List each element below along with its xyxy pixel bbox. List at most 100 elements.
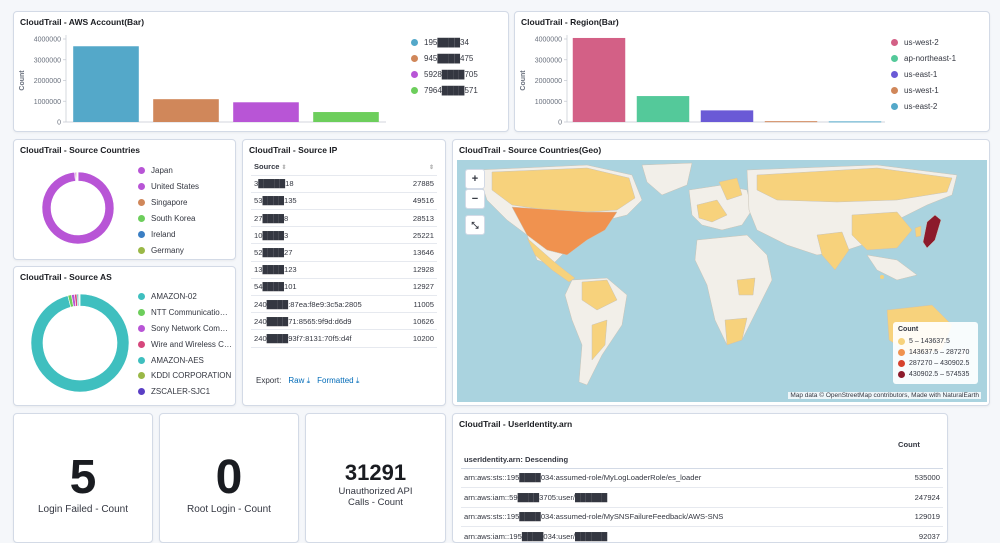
y-tick-label: 2000000 — [535, 78, 562, 85]
legend-item[interactable]: us-west-2 — [891, 34, 956, 50]
y-tick-label: 2000000 — [34, 78, 61, 85]
legend-item[interactable]: United States — [138, 178, 199, 194]
donut-slice[interactable] — [42, 172, 114, 244]
legend-item[interactable]: 195████34 — [411, 34, 478, 50]
legend-item[interactable]: KDDI CORPORATION — [138, 368, 232, 384]
sort-icon: ⇕ — [429, 165, 434, 171]
export-label: Export: — [256, 376, 281, 386]
legend-dot-icon — [138, 199, 145, 206]
map-legend-item: 287270 – 430902.5 — [898, 358, 973, 369]
bar[interactable] — [829, 121, 881, 122]
column-header-source[interactable]: Source ⇕ — [251, 158, 401, 175]
arn-cell[interactable]: arn:aws:sts::195████034:assumed-role/MyL… — [461, 468, 895, 488]
export-formatted-link[interactable]: Formatted ⤓ — [317, 376, 359, 386]
column-header-count[interactable]: Count — [895, 440, 943, 468]
legend-item[interactable]: South Korea — [138, 210, 199, 226]
zoom-in-button[interactable]: + — [465, 169, 485, 189]
bar[interactable] — [73, 46, 139, 122]
y-axis-label: Count — [19, 70, 26, 91]
source-ip-cell[interactable]: 240████93f7:8131:70f5:d4f — [251, 330, 401, 347]
legend-label: us-east-1 — [904, 70, 937, 79]
source-ip-cell[interactable]: 27████8 — [251, 210, 401, 227]
bar[interactable] — [765, 121, 817, 122]
legend-dot-icon — [411, 71, 418, 78]
source-ip-cell[interactable]: 54████101 — [251, 278, 401, 295]
column-header-arn[interactable]: userIdentity.arn: Descending — [461, 440, 895, 468]
source-ip-cell[interactable]: 240████71:8565:9f9d:d6d9 — [251, 313, 401, 330]
legend-label: South Korea — [151, 214, 195, 223]
fit-bounds-button[interactable]: ⤡ — [465, 215, 485, 235]
legend-item[interactable]: us-east-1 — [891, 66, 956, 82]
legend-item[interactable]: 7964████571 — [411, 82, 478, 98]
bar[interactable] — [233, 102, 299, 122]
source-ip-cell[interactable]: 240████:87ea:f8e9:3c5a:2805 — [251, 296, 401, 313]
bar[interactable] — [573, 38, 625, 122]
source-ip-cell[interactable]: 13████123 — [251, 261, 401, 278]
table-row: arn:aws:sts::195████034:assumed-role/MyS… — [461, 507, 943, 527]
bar[interactable] — [701, 110, 753, 122]
legend-label: 143637.5 – 287270 — [909, 349, 969, 356]
unauthorized-api-metric: 31291 Unauthorized API Calls - Count — [305, 413, 446, 543]
legend-item[interactable]: us-west-1 — [891, 82, 956, 98]
source-ip-cell[interactable]: 53████135 — [251, 192, 401, 209]
donut-slice[interactable] — [79, 294, 80, 306]
arn-cell[interactable]: arn:aws:iam::59████3705:user/██████ — [461, 488, 895, 508]
y-tick-label: 1000000 — [34, 99, 61, 106]
legend-label: 195████34 — [424, 38, 469, 47]
legend-label: AMAZON-AES — [151, 356, 204, 365]
download-icon: ⤓ — [356, 376, 360, 385]
legend-item[interactable]: us-east-2 — [891, 98, 956, 114]
legend-dot-icon — [411, 55, 418, 62]
column-header-count[interactable]: ⇕ — [401, 158, 437, 175]
legend-item[interactable]: Singapore — [138, 194, 199, 210]
legend-item[interactable]: AMAZON-02 — [138, 289, 232, 305]
legend-dot-icon — [891, 39, 898, 46]
map-legend-title: Count — [898, 326, 973, 333]
bar[interactable] — [637, 96, 689, 122]
legend-dot-icon — [138, 215, 145, 222]
legend-item[interactable]: AMAZON-AES — [138, 352, 232, 368]
legend-label: Ireland — [151, 230, 175, 239]
bar[interactable] — [153, 99, 219, 122]
count-cell: 49516 — [401, 192, 437, 209]
legend-item[interactable]: NTT Communicatio… — [138, 305, 232, 321]
legend-item[interactable]: Japan — [138, 162, 199, 178]
table-header-row: Source ⇕ ⇕ — [251, 158, 437, 175]
login-failed-metric: 5 Login Failed - Count — [13, 413, 153, 543]
legend-item[interactable]: ap-northeast-1 — [891, 50, 956, 66]
legend-item[interactable]: Wire and Wireless C… — [138, 336, 232, 352]
source-ip-cell[interactable]: 3█████18 — [251, 175, 401, 192]
export-raw-link[interactable]: Raw ⤓ — [288, 376, 310, 386]
legend-label: us-west-2 — [904, 38, 939, 47]
y-tick-label: 1000000 — [535, 99, 562, 106]
arn-cell[interactable]: arn:aws:iam::195████034:user/██████ — [461, 527, 895, 543]
legend-item[interactable]: 5928████705 — [411, 66, 478, 82]
legend-item[interactable]: Germany — [138, 242, 199, 258]
legend-item[interactable]: Sony Network Com… — [138, 321, 232, 337]
metric-value: 0 — [160, 450, 298, 505]
panel-title: CloudTrail - Source Countries(Geo) — [459, 145, 601, 155]
count-cell: 27885 — [401, 175, 437, 192]
metric-label: Unauthorized API Calls - Count — [306, 486, 445, 508]
arn-cell[interactable]: arn:aws:sts::195████034:assumed-role/MyS… — [461, 507, 895, 527]
legend-dot-icon — [898, 360, 905, 367]
source-ip-cell[interactable]: 52████27 — [251, 244, 401, 261]
export-bar: Export: Raw ⤓ Formatted ⤓ — [256, 376, 359, 386]
zoom-out-button[interactable]: − — [465, 189, 485, 209]
legend-dot-icon — [411, 39, 418, 46]
legend-item[interactable]: ZSCALER-SJC1 — [138, 384, 232, 400]
legend-item[interactable]: 945████475 — [411, 50, 478, 66]
legend-item[interactable]: Ireland — [138, 226, 199, 242]
legend-label: 287270 – 430902.5 — [909, 360, 969, 367]
bar[interactable] — [313, 112, 379, 122]
source-ip-cell[interactable]: 10████3 — [251, 227, 401, 244]
donut-slice[interactable] — [31, 294, 129, 392]
